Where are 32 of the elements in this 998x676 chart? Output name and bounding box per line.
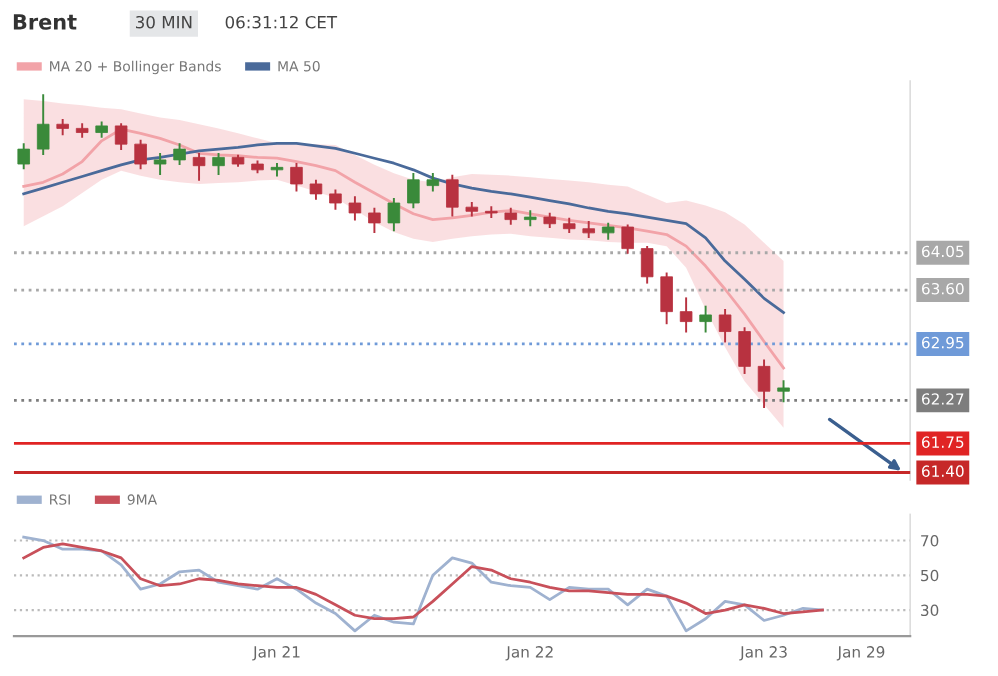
text: 30 MIN	[136, 15, 192, 29]
candlestick	[309, 179, 323, 200]
candlestick	[621, 224, 634, 254]
candlestick	[660, 272, 673, 325]
line-series	[22, 535, 824, 633]
candlestick	[387, 197, 401, 232]
text: 06:31:12 CET	[225, 15, 338, 29]
candlestick	[114, 123, 128, 151]
candlestick	[192, 153, 206, 181]
candlestick	[485, 206, 498, 219]
candlestick	[173, 143, 186, 166]
candlestick	[270, 163, 284, 177]
candlestick	[757, 359, 771, 408]
candlestick	[718, 309, 732, 343]
candlestick	[329, 189, 342, 210]
candlestick	[368, 207, 381, 233]
candlestick	[446, 174, 459, 217]
chart-title: Brent	[13, 14, 77, 30]
candlestick	[290, 163, 303, 192]
candlestick	[36, 94, 50, 156]
candlestick	[407, 173, 420, 209]
line-series	[22, 542, 824, 621]
candlestick	[738, 327, 751, 374]
candlestick	[640, 245, 654, 284]
candlestick	[17, 143, 30, 170]
candlestick	[777, 380, 790, 403]
candlestick	[134, 139, 147, 170]
candlestick	[348, 196, 362, 221]
candlestick	[212, 153, 225, 175]
candlestick	[699, 305, 712, 333]
candlestick	[153, 153, 167, 175]
candlestick	[679, 297, 693, 333]
